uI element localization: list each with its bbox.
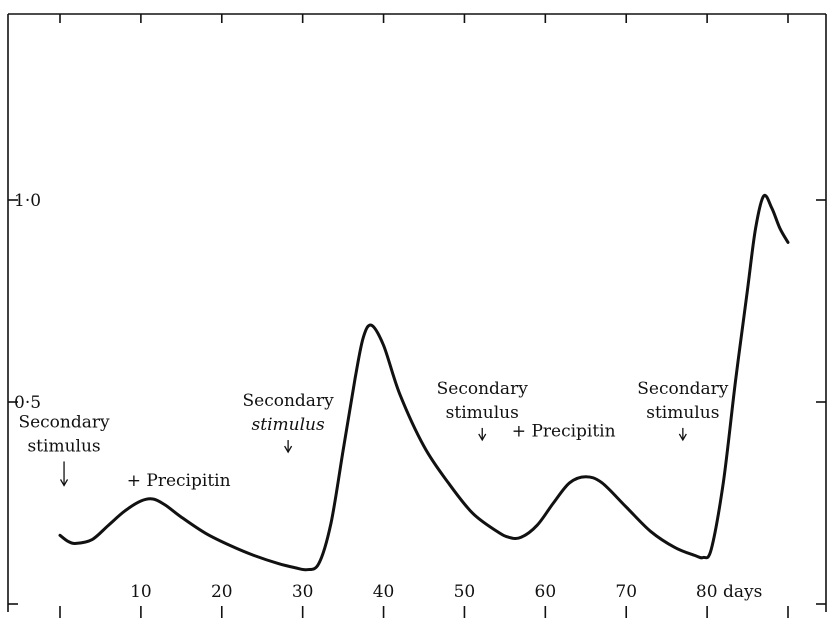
annotation-text: stimulus xyxy=(646,403,719,423)
x-tick-label: 10 xyxy=(130,582,152,602)
annotation-text: Secondary xyxy=(637,379,729,399)
x-tick-label: 70 xyxy=(615,582,637,602)
y-tick-label: 1·0 xyxy=(14,191,41,211)
annotation-text: + Precipitin xyxy=(512,421,616,441)
x-tick-label: 80 days xyxy=(696,582,762,602)
annotation-text: stimulus xyxy=(27,436,100,456)
x-tick-label: 60 xyxy=(535,582,557,602)
annotation-text: Secondary xyxy=(437,379,529,399)
annotation-text: stimulus xyxy=(446,403,519,423)
x-tick-label: 20 xyxy=(211,582,233,602)
axis-tick-labels: 10 20 30 40 50 60 70 80 days 0·5 1·0 xyxy=(14,191,762,602)
annotation-text: + Precipitin xyxy=(127,471,231,491)
response-curve xyxy=(58,193,790,572)
annotation-text: Secondary xyxy=(243,391,335,411)
chart-frame xyxy=(7,13,827,612)
y-tick-label: 0·5 xyxy=(14,393,41,413)
arrowhead-icon xyxy=(478,433,487,442)
annotation-ss3: Secondary stimulus xyxy=(437,379,529,442)
annotation-ss4: Secondary stimulus xyxy=(637,379,729,442)
plot-area xyxy=(58,193,790,572)
annotation-text: Secondary xyxy=(18,412,110,432)
x-tick-label: 50 xyxy=(454,582,476,602)
annotation-ss2: Secondary stimulus xyxy=(243,391,335,454)
axis-ticks xyxy=(8,14,826,618)
annotation-text: stimulus xyxy=(252,415,325,435)
annotation-ss1: Secondary stimulus xyxy=(18,412,110,487)
annotation-p1: + Precipitin xyxy=(127,471,231,491)
arrowhead-icon xyxy=(284,445,293,454)
annotation-p2: + Precipitin xyxy=(512,421,616,441)
x-tick-label: 40 xyxy=(373,582,395,602)
arrowhead-icon xyxy=(678,433,687,442)
arrowhead-icon xyxy=(59,479,69,487)
x-tick-label: 30 xyxy=(292,582,314,602)
